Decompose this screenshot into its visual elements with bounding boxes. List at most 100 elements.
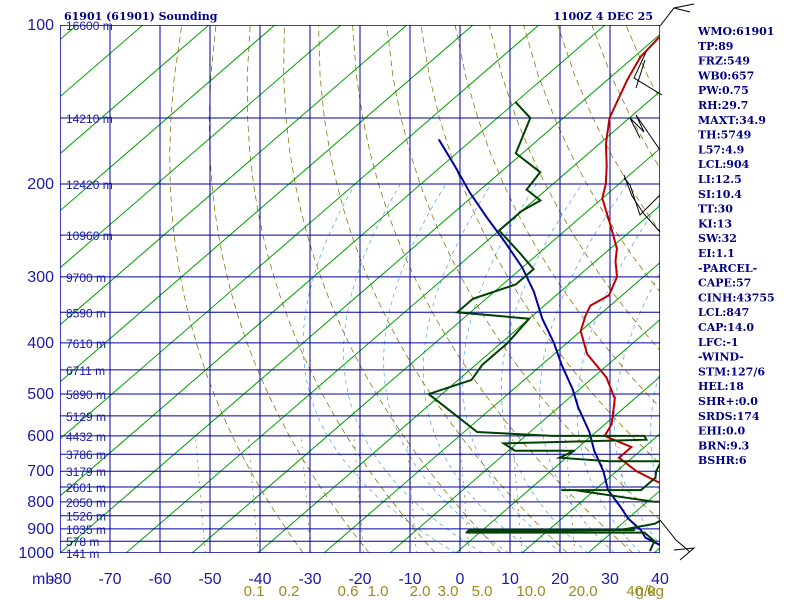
temperature-tick-label: 30: [601, 571, 619, 588]
temperature-tick-label: -30: [298, 571, 321, 588]
profile-point: [486, 217, 489, 219]
profile-point: [573, 449, 576, 452]
index-value: BSHR:6: [698, 454, 747, 467]
temperature-tick-label: 10: [501, 571, 519, 588]
profile-point: [454, 165, 456, 167]
moist-adiabat-line: [302, 183, 457, 553]
profile-point: [614, 397, 616, 400]
profile-point: [579, 330, 582, 332]
mixing-ratio-label: 10.0: [516, 583, 545, 600]
profile-point: [465, 531, 468, 534]
pressure-tick-label: 200: [27, 176, 54, 193]
profile-point: [605, 376, 608, 379]
profile-point: [469, 192, 471, 194]
profile-point: [620, 506, 622, 509]
moist-adiabat-line: [462, 183, 562, 553]
index-value: SW:32: [698, 232, 737, 245]
height-label: 7610 m: [66, 337, 106, 351]
profile-point: [630, 531, 633, 534]
index-value: -WIND-: [698, 351, 744, 364]
profile-point: [472, 298, 474, 300]
profile-point: [633, 529, 636, 531]
profile-point: [635, 470, 638, 473]
profile-point: [469, 528, 471, 531]
profile-point: [560, 363, 563, 366]
profile-point: [626, 79, 629, 81]
profile-point: [610, 423, 613, 425]
temperature-tick-label: -50: [198, 571, 221, 588]
profile-point: [539, 171, 541, 173]
mixing-ratio-label: 1.0: [368, 583, 389, 600]
profile-point: [616, 247, 618, 250]
profile-point: [574, 489, 576, 491]
profile-point: [506, 342, 509, 344]
profile-point: [617, 98, 620, 100]
temperature-tick-label: -40: [248, 571, 271, 588]
valid-time: 1100Z 4 DEC 25: [553, 10, 653, 23]
pressure-tick-label: 400: [27, 335, 54, 352]
profile-point: [653, 540, 656, 542]
index-value: STM:127/6: [698, 365, 765, 378]
y-axis-unit: mb: [32, 571, 54, 588]
height-label: 4432 m: [66, 430, 106, 444]
index-value: PW:0.75: [698, 84, 749, 97]
pressure-tick-label: 800: [27, 494, 54, 511]
mixing-ratio-label: 0.6: [338, 583, 359, 600]
height-label: 3786 m: [66, 448, 106, 462]
moist-adiabat-line: [576, 201, 660, 553]
profile-point: [586, 353, 588, 355]
profile-point: [602, 470, 605, 473]
index-value: FRZ:549: [698, 55, 750, 68]
profile-point: [521, 266, 524, 269]
profile-point: [476, 431, 479, 433]
index-value: CAPE:57: [698, 277, 751, 290]
temperature-tick-label: 40: [651, 571, 669, 588]
index-value: HEL:18: [698, 380, 744, 393]
index-value: TT:30: [698, 203, 733, 216]
height-label: 5129 m: [66, 410, 106, 424]
index-value: SHR+:0.0: [698, 395, 758, 408]
isotherm-line: [455, 376, 660, 553]
isotherm-line: [60, 25, 210, 155]
profile-point: [539, 199, 542, 202]
profile-point: [514, 449, 516, 452]
frame-grid: [60, 25, 660, 553]
height-label: 1526 m: [66, 510, 106, 524]
isotherm-line: [191, 147, 660, 553]
profile-point: [529, 117, 532, 119]
index-value: CINH:43755: [698, 291, 775, 304]
profile-point: [630, 446, 633, 448]
index-value: KI:13: [698, 217, 732, 230]
height-label: 14210 m: [66, 112, 113, 126]
isotherm-line: [389, 318, 660, 553]
profile-point: [618, 456, 620, 459]
profile-point: [481, 363, 484, 366]
profile-series: [426, 34, 660, 552]
index-value: L57:4.9: [698, 143, 744, 156]
isotherm-line: [60, 25, 276, 212]
profile-point: [640, 489, 642, 491]
profile-point: [467, 530, 469, 533]
profile-point: [584, 314, 587, 317]
profile-point: [653, 501, 655, 503]
profile-point: [608, 220, 610, 222]
mixing-ratio-label: 5.0: [472, 583, 493, 600]
plot-area: [60, 25, 660, 553]
profile-point: [608, 294, 610, 297]
mixing-ratio-label: 40.0: [626, 583, 655, 600]
profile-point: [639, 56, 642, 58]
profile-point: [515, 152, 517, 155]
pressure-tick-label: 600: [27, 428, 54, 445]
wind-barb-icon: [659, 3, 695, 27]
profile-point: [649, 549, 651, 552]
profile-point: [515, 283, 517, 286]
temperature-tick-label: 20: [551, 571, 569, 588]
profile-point: [571, 388, 574, 391]
station-title: 61901 (61901) Sounding: [64, 10, 218, 23]
mixing-ratio-label: 0.1: [244, 583, 265, 600]
isotherm-line: [323, 261, 660, 553]
height-label: 578 m: [66, 535, 99, 549]
